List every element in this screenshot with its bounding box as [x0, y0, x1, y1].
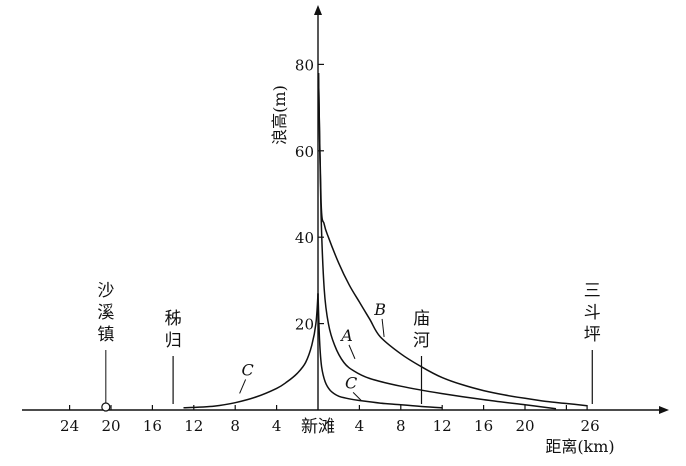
- y-tick-label: 80: [295, 56, 314, 74]
- series-line-a-0: [317, 72, 557, 410]
- x-tick-label: 20: [101, 417, 120, 435]
- y-tick-label: 60: [295, 143, 314, 161]
- series-leader: [352, 392, 362, 401]
- x-tick-label: 8: [396, 417, 406, 435]
- x-tick-label: 4: [355, 417, 365, 435]
- series-label-c: C: [241, 360, 253, 379]
- place-label: 沙: [97, 281, 114, 301]
- series-line-c-3: [317, 293, 443, 409]
- place-label: 三: [584, 281, 601, 301]
- y-tick-label: 20: [295, 316, 314, 334]
- x-tick-label: 20: [515, 417, 534, 435]
- place-label: 归: [165, 331, 182, 351]
- x-tick-label: 26: [581, 417, 600, 435]
- origin-label: 新滩: [301, 417, 335, 437]
- place-marker: [101, 402, 111, 412]
- y-axis-title: 浪高(m): [270, 85, 289, 145]
- axes: [22, 5, 669, 414]
- series-line-b-1: [317, 72, 588, 407]
- series-label-c: C: [345, 373, 357, 392]
- tick-labels: 24 20 16 12 8 4 4 8 12 16 20 26 新滩 20 40 60 80 距离(km) 浪高(m…: [60, 56, 615, 456]
- place-markers: 沙溪镇 秭归 庙河 三斗坪: [97, 281, 601, 412]
- series-leader: [348, 344, 356, 360]
- place-label: 溪: [97, 303, 114, 323]
- series-lines: A B C C: [183, 72, 588, 410]
- place-label: 坪: [584, 325, 601, 345]
- place-label: 庙: [413, 309, 430, 329]
- place-label: 斗: [584, 303, 601, 323]
- place-label: 河: [413, 331, 430, 351]
- x-axis-title: 距离(km): [545, 437, 614, 456]
- place-label: 镇: [97, 325, 114, 345]
- place-label: 秭: [165, 309, 182, 329]
- series-leader: [381, 318, 385, 338]
- x-tick-label: 12: [184, 417, 203, 435]
- series-label-b: B: [373, 300, 386, 319]
- x-tick-label: 4: [272, 417, 282, 435]
- x-tick-label: 24: [60, 417, 79, 435]
- x-tick-label: 8: [230, 417, 240, 435]
- y-tick-label: 40: [295, 229, 314, 247]
- series-leader: [239, 379, 247, 394]
- x-tick-label: 16: [143, 417, 162, 435]
- series-line-c-2: [183, 293, 319, 409]
- series-label-a: A: [339, 326, 353, 345]
- x-tick-label: 12: [433, 417, 452, 435]
- x-tick-label: 16: [474, 417, 493, 435]
